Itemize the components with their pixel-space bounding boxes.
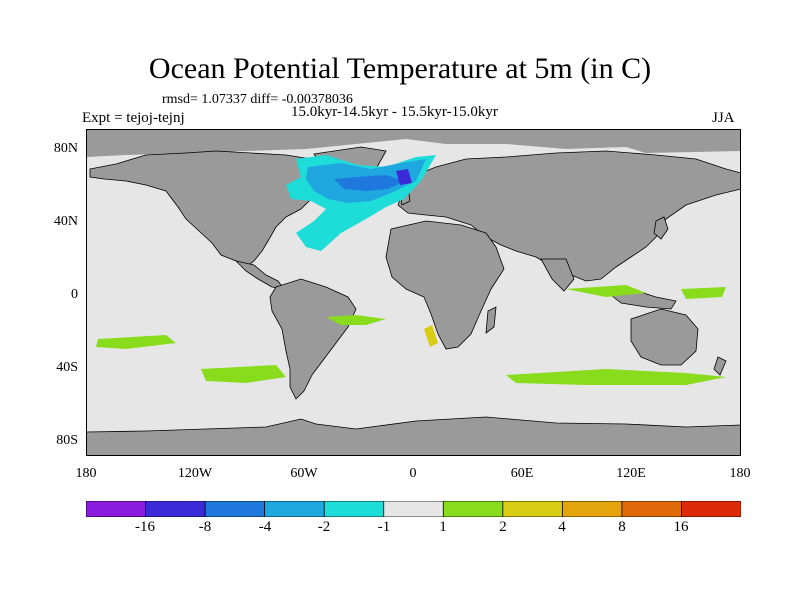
x-tick-label: 0	[409, 466, 417, 481]
x-tick-label: 120W	[177, 466, 213, 481]
colorbar-label: -8	[198, 519, 212, 535]
colorbar-swatch	[86, 501, 147, 517]
india	[540, 258, 575, 292]
colorbar	[86, 501, 741, 517]
colorbar-label: -1	[377, 519, 391, 535]
x-tick-label: 180	[75, 466, 97, 481]
stats-text: rmsd= 1.07337 diff= -0.00378036	[162, 92, 353, 107]
antarctica	[86, 416, 741, 456]
anomaly-south-pacific-green	[681, 287, 726, 299]
colorbar-label: 16	[673, 519, 689, 535]
madagascar	[485, 306, 497, 334]
colorbar-swatch	[383, 501, 444, 517]
colorbar-label: 8	[618, 519, 626, 535]
colorbar-swatch	[502, 501, 563, 517]
chart-title: Ocean Potential Temperature at 5m (in C)	[148, 52, 652, 85]
colorbar-swatch	[561, 501, 623, 517]
anomaly-benguela-yellow	[424, 325, 438, 347]
colorbar-swatch	[264, 501, 325, 517]
period-label: 15.0kyr-14.5kyr - 15.5kyr-15.0kyr	[291, 104, 498, 120]
colorbar-label: 2	[499, 519, 507, 535]
colorbar-swatch	[681, 501, 741, 517]
x-tick-label: 60E	[510, 466, 534, 481]
anomaly-southern-ocean-green-1	[201, 365, 286, 383]
australia	[630, 308, 699, 366]
y-tick-label: 40N	[53, 214, 78, 229]
y-tick-label: 80N	[53, 141, 78, 156]
season-label: JJA	[712, 110, 735, 126]
anomaly-north-atlantic-deep	[396, 169, 412, 185]
plot-frame	[86, 129, 741, 456]
south-america	[269, 278, 357, 400]
colorbar-label: 1	[439, 519, 447, 535]
anomaly-north-atlantic-darkblue	[334, 175, 404, 191]
experiment-label: Expt = tejoj-tejnj	[82, 110, 185, 126]
y-tick-label: 0	[71, 287, 78, 302]
anomaly-south-atlantic-green	[326, 315, 386, 325]
colorbar-swatch	[145, 501, 206, 517]
new-zealand	[713, 356, 727, 376]
anomaly-southern-ocean-green-3	[96, 335, 176, 349]
colorbar-swatch	[621, 501, 683, 517]
arctic-mask	[86, 129, 741, 157]
colorbar-label: 4	[558, 519, 566, 535]
japan	[653, 216, 669, 240]
colorbar-swatch	[323, 501, 385, 517]
anomaly-indian-ocean-green	[566, 285, 646, 297]
map-plot	[86, 129, 741, 456]
x-tick-label: 120E	[616, 466, 646, 481]
north-america	[89, 150, 327, 268]
colorbar-label: -2	[317, 519, 331, 535]
colorbar-swatch	[204, 501, 266, 517]
colorbar-label: -16	[135, 519, 155, 535]
y-tick-label: 40S	[56, 360, 78, 375]
y-tick-label: 80S	[56, 433, 78, 448]
colorbar-swatch	[442, 501, 504, 517]
eurasia	[397, 150, 741, 282]
x-tick-label: 60W	[290, 466, 318, 481]
anomaly-southern-ocean-green-2	[506, 369, 726, 385]
x-tick-label: 180	[729, 466, 751, 481]
colorbar-label: -4	[258, 519, 272, 535]
africa	[385, 220, 505, 350]
